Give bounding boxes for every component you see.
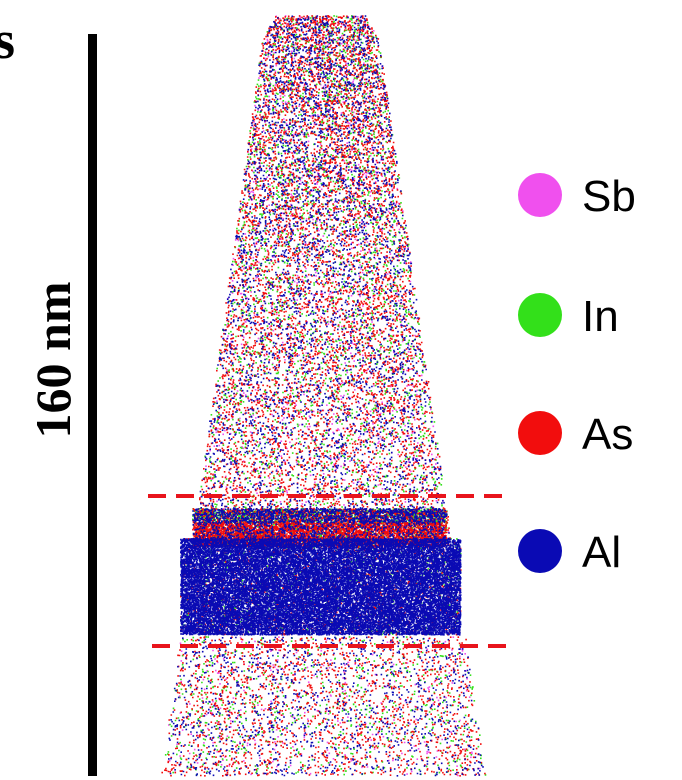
legend-dot (518, 173, 562, 217)
legend-label: Sb (582, 172, 636, 221)
point-cloud (161, 15, 487, 777)
legend-label: Al (582, 528, 621, 577)
legend-dot (518, 411, 562, 455)
legend-dot (518, 529, 562, 573)
scale-bar (88, 34, 97, 776)
panel-label: s (0, 10, 15, 70)
legend-label: In (582, 292, 619, 341)
scale-label: 160 nm (25, 282, 81, 439)
legend: Sb In As Al (518, 172, 636, 577)
legend-dot (518, 293, 562, 337)
legend-label: As (582, 410, 633, 459)
atoms (168, 15, 484, 777)
